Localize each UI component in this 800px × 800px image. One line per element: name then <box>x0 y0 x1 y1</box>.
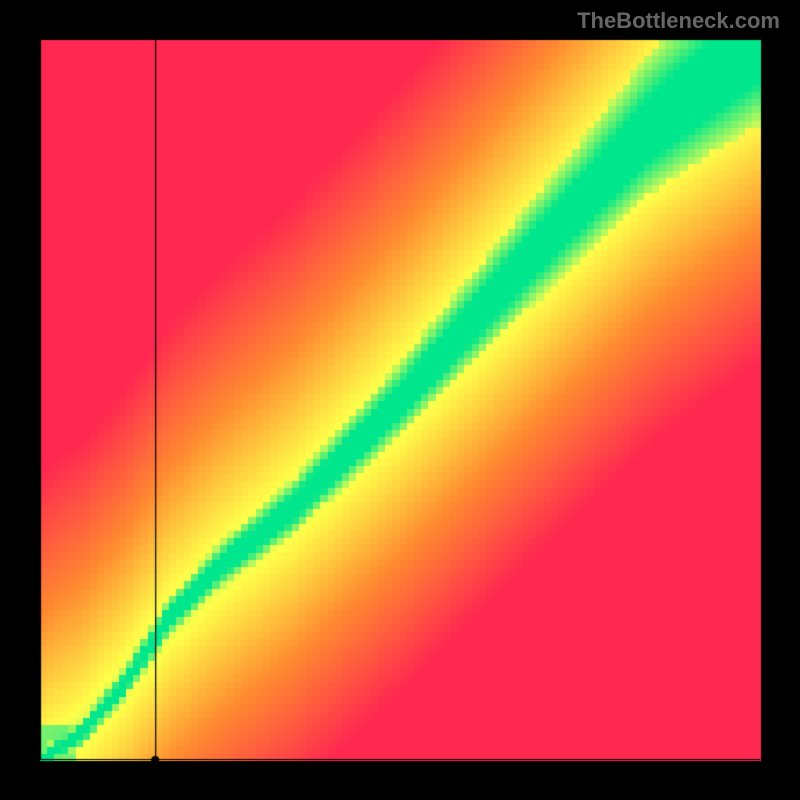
watermark-text: TheBottleneck.com <box>577 8 780 34</box>
bottleneck-heatmap <box>0 0 800 800</box>
